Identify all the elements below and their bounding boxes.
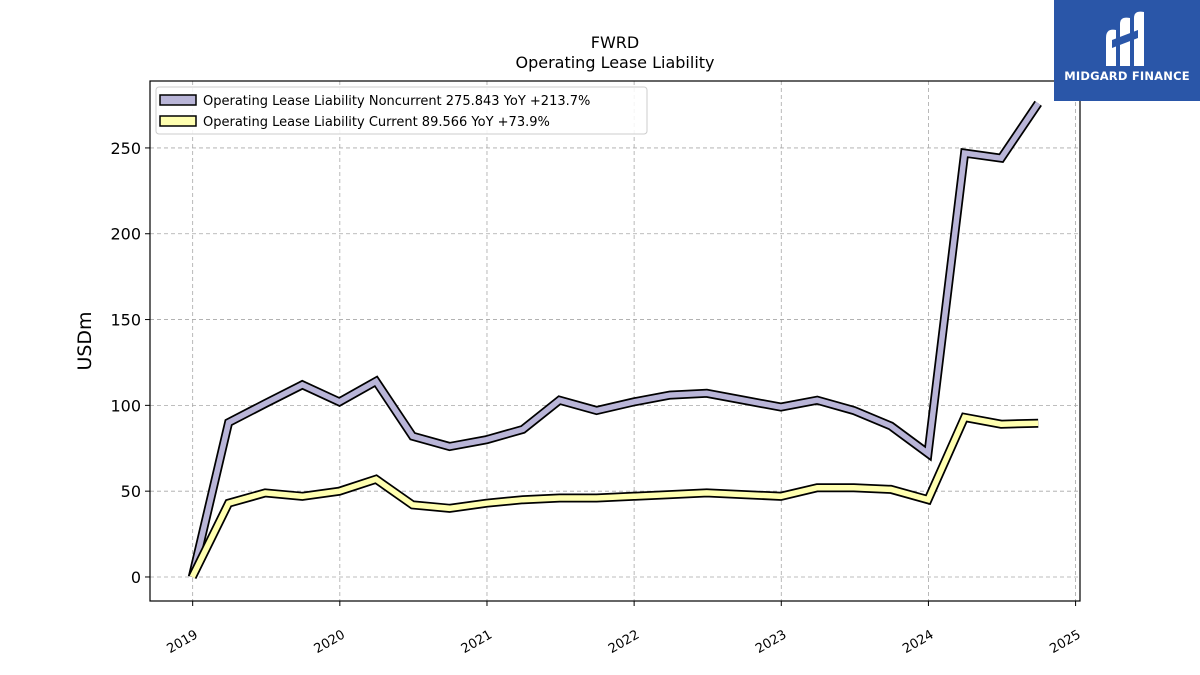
- x-tick-label: 2020: [312, 627, 348, 657]
- y-axis-label: USDm: [74, 311, 96, 370]
- gridlines: [150, 81, 1080, 601]
- legend-swatch: [159, 94, 197, 106]
- chart-title: FWRD: [591, 33, 639, 52]
- y-tick-label: 200: [110, 225, 141, 244]
- x-tick-label: 2021: [459, 627, 495, 657]
- midgard-finance-logo: MIDGARD FINANCE: [1054, 0, 1200, 101]
- x-tick-label: 2022: [606, 627, 642, 657]
- series-outline-0: [187, 100, 1042, 579]
- y-tick-label: 250: [110, 139, 141, 158]
- y-tick-label: 150: [110, 311, 141, 330]
- legend: Operating Lease Liability Noncurrent 275…: [155, 86, 648, 135]
- x-tick-label: 2023: [753, 627, 789, 657]
- logo-text: MIDGARD FINANCE: [1064, 69, 1190, 83]
- chart-subtitle: Operating Lease Liability: [515, 53, 714, 72]
- series-lines: [187, 100, 1042, 579]
- x-axis: 2019 2020 2021 2022 2023 2024 2025: [165, 601, 1084, 657]
- y-tick-label: 0: [131, 568, 141, 587]
- y-axis: 0 50 100 150 200 250: [110, 139, 150, 587]
- x-tick-label: 2019: [165, 627, 201, 657]
- legend-swatch: [159, 115, 197, 127]
- logo-mark-icon: [1106, 11, 1144, 67]
- legend-label: Operating Lease Liability Noncurrent 275…: [203, 94, 590, 109]
- plot-frame: [149, 80, 1081, 602]
- series-line-0: [189, 101, 1041, 578]
- x-tick-label: 2024: [900, 627, 936, 657]
- legend-label: Operating Lease Liability Current 89.566…: [203, 115, 550, 130]
- x-tick-label: 2025: [1047, 627, 1083, 657]
- y-tick-label: 50: [121, 482, 141, 501]
- series-line-1: [189, 414, 1039, 579]
- legend-box: [155, 86, 648, 135]
- y-tick-label: 100: [110, 396, 141, 415]
